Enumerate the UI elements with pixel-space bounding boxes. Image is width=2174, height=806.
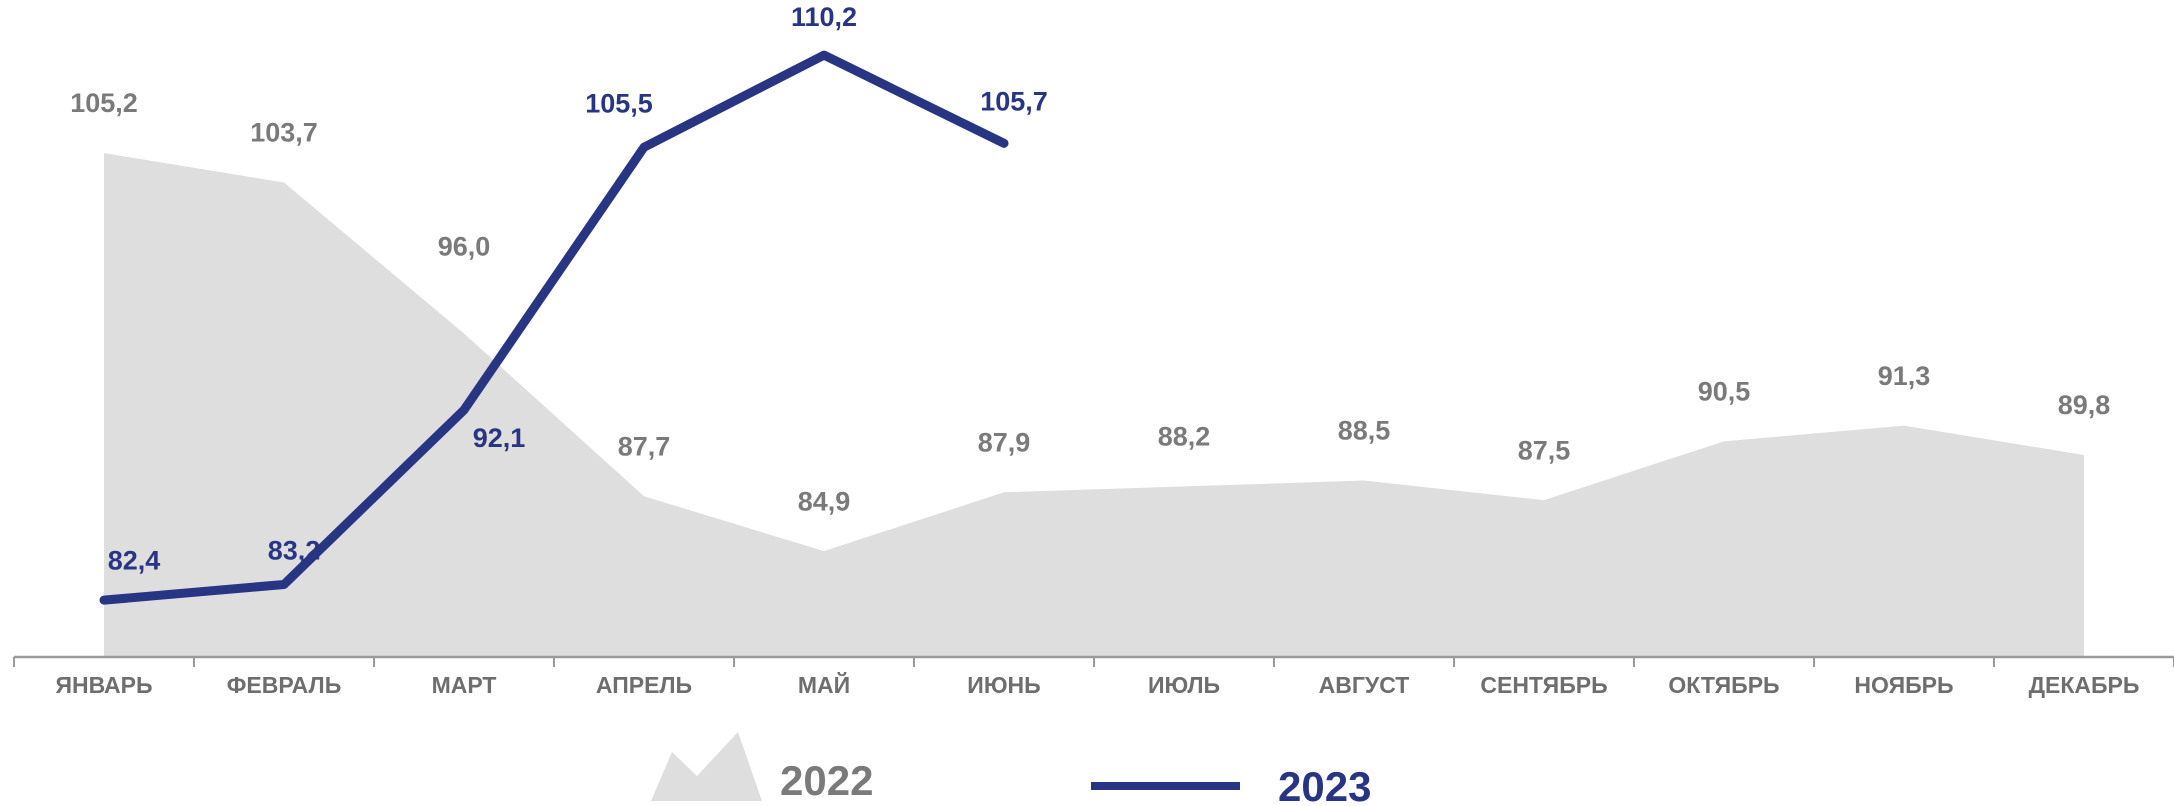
x-tick-label: ЯНВАРЬ	[55, 672, 152, 698]
x-tick-label: АПРЕЛЬ	[596, 672, 692, 698]
line	[99, 50, 1009, 605]
data-label: 105,7	[980, 86, 1048, 116]
data-label: 83,2	[268, 536, 321, 566]
data-label: 91,3	[1878, 361, 1931, 391]
data-label: 87,5	[1518, 435, 1571, 465]
x-tick-label: АВГУСТ	[1319, 672, 1410, 698]
x-tick-label: ФЕВРАЛЬ	[227, 672, 341, 698]
x-tick-label: МАРТ	[432, 672, 497, 698]
x-tick-label: ДЕКАБРЬ	[2029, 672, 2140, 698]
x-tick-label: ИЮНЬ	[967, 672, 1040, 698]
x-tick-label: МАЙ	[798, 671, 850, 698]
data-label: 92,1	[473, 423, 526, 453]
data-label: 87,9	[978, 427, 1031, 457]
data-label: 82,4	[108, 545, 161, 575]
data-label: 90,5	[1698, 376, 1751, 406]
data-label: 88,2	[1158, 422, 1211, 452]
data-label: 89,8	[2058, 390, 2111, 420]
x-tick-label: ИЮЛЬ	[1148, 672, 1220, 698]
legend-area-icon	[651, 732, 762, 801]
data-label: 87,7	[618, 431, 671, 461]
data-label: 110,2	[791, 2, 857, 32]
data-label: 103,7	[250, 118, 318, 148]
data-label: 105,2	[70, 88, 138, 118]
area	[104, 153, 2084, 657]
data-label: 96,0	[438, 232, 491, 262]
data-label: 84,9	[798, 486, 851, 516]
data-label: 88,5	[1338, 416, 1391, 446]
x-tick-label: СЕНТЯБРЬ	[1480, 672, 1607, 698]
x-tick-label: ОКТЯБРЬ	[1668, 672, 1779, 698]
data-label: 105,5	[585, 88, 653, 118]
x-tick-label: НОЯБРЬ	[1854, 672, 1953, 698]
legend-label: 2022	[780, 757, 873, 804]
legend-label: 2023	[1278, 763, 1371, 806]
